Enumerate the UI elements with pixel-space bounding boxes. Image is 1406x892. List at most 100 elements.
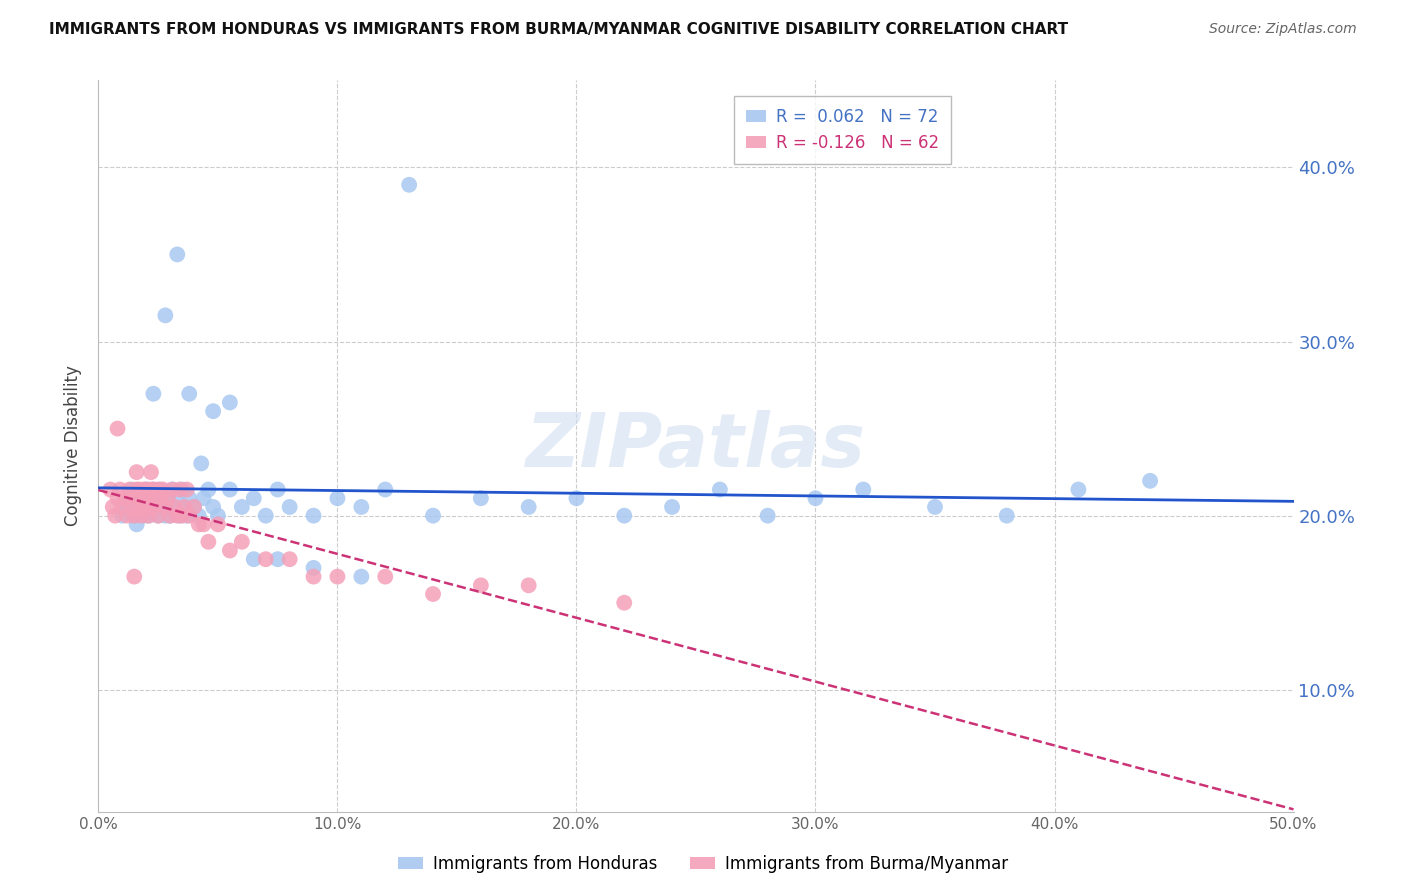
Point (243, 552, 266, 566)
Point (111, 500, 134, 514)
Point (104, 508, 127, 523)
Point (124, 508, 146, 523)
Point (142, 500, 165, 514)
Point (115, 508, 138, 523)
Point (326, 491, 349, 506)
Point (613, 508, 636, 523)
Point (142, 386, 165, 401)
Point (128, 500, 150, 514)
Point (125, 517, 148, 532)
Point (155, 508, 177, 523)
Legend: R =  0.062   N = 72, R = -0.126   N = 62: R = 0.062 N = 72, R = -0.126 N = 62 (734, 96, 950, 163)
Point (132, 500, 155, 514)
Point (183, 500, 205, 514)
Point (142, 483, 165, 497)
Point (231, 500, 253, 514)
Text: ZIPatlas: ZIPatlas (526, 409, 866, 483)
Point (152, 500, 174, 514)
Point (108, 483, 131, 497)
Point (121, 500, 143, 514)
Point (193, 517, 215, 532)
Point (132, 508, 155, 523)
Point (124, 508, 146, 523)
Point (1139, 474, 1161, 488)
Point (135, 483, 157, 497)
Point (374, 483, 396, 497)
Point (187, 508, 209, 523)
Point (350, 500, 373, 514)
Point (149, 491, 172, 506)
Point (995, 508, 1018, 523)
Point (565, 491, 588, 506)
Point (470, 491, 492, 506)
Point (756, 508, 779, 523)
Point (231, 534, 253, 549)
Point (179, 386, 201, 401)
Text: Source: ZipAtlas.com: Source: ZipAtlas.com (1209, 22, 1357, 37)
Point (176, 508, 198, 523)
Point (278, 500, 301, 514)
Point (661, 500, 683, 514)
Point (183, 500, 205, 514)
Point (169, 483, 191, 497)
Point (302, 561, 325, 575)
Point (176, 483, 198, 497)
Point (709, 483, 731, 497)
Point (267, 552, 290, 566)
Point (254, 508, 277, 523)
Point (166, 491, 188, 506)
Point (254, 552, 277, 566)
Point (374, 569, 396, 583)
Point (131, 491, 153, 506)
Point (243, 491, 266, 506)
Point (149, 483, 172, 497)
Y-axis label: Cognitive Disability: Cognitive Disability (65, 366, 83, 526)
Point (302, 569, 325, 583)
Point (139, 483, 162, 497)
Point (398, 178, 420, 192)
Point (138, 508, 160, 523)
Point (173, 500, 195, 514)
Point (138, 508, 160, 523)
Point (163, 500, 186, 514)
Point (193, 491, 215, 506)
Point (114, 491, 136, 506)
Point (163, 500, 186, 514)
Point (202, 404, 225, 418)
Point (197, 534, 219, 549)
Text: IMMIGRANTS FROM HONDURAS VS IMMIGRANTS FROM BURMA/MYANMAR COGNITIVE DISABILITY C: IMMIGRANTS FROM HONDURAS VS IMMIGRANTS F… (49, 22, 1069, 37)
Point (207, 508, 229, 523)
Point (101, 500, 124, 514)
Point (422, 508, 444, 523)
Legend: Immigrants from Honduras, Immigrants from Burma/Myanmar: Immigrants from Honduras, Immigrants fro… (391, 848, 1015, 880)
Point (135, 491, 157, 506)
Point (148, 508, 170, 523)
Point (517, 500, 540, 514)
Point (219, 543, 242, 558)
Point (135, 500, 157, 514)
Point (172, 508, 194, 523)
Point (156, 491, 179, 506)
Point (124, 491, 146, 506)
Point (148, 508, 170, 523)
Point (179, 491, 201, 506)
Point (162, 483, 184, 497)
Point (924, 500, 946, 514)
Point (422, 587, 444, 601)
Point (124, 569, 146, 583)
Point (517, 578, 540, 592)
Point (219, 483, 242, 497)
Point (278, 552, 301, 566)
Point (118, 483, 141, 497)
Point (125, 483, 148, 497)
Point (166, 247, 188, 261)
Point (267, 483, 290, 497)
Point (172, 483, 194, 497)
Point (132, 483, 155, 497)
Point (470, 578, 492, 592)
Point (219, 395, 242, 409)
Point (115, 500, 138, 514)
Point (326, 569, 349, 583)
Point (804, 491, 827, 506)
Point (111, 508, 134, 523)
